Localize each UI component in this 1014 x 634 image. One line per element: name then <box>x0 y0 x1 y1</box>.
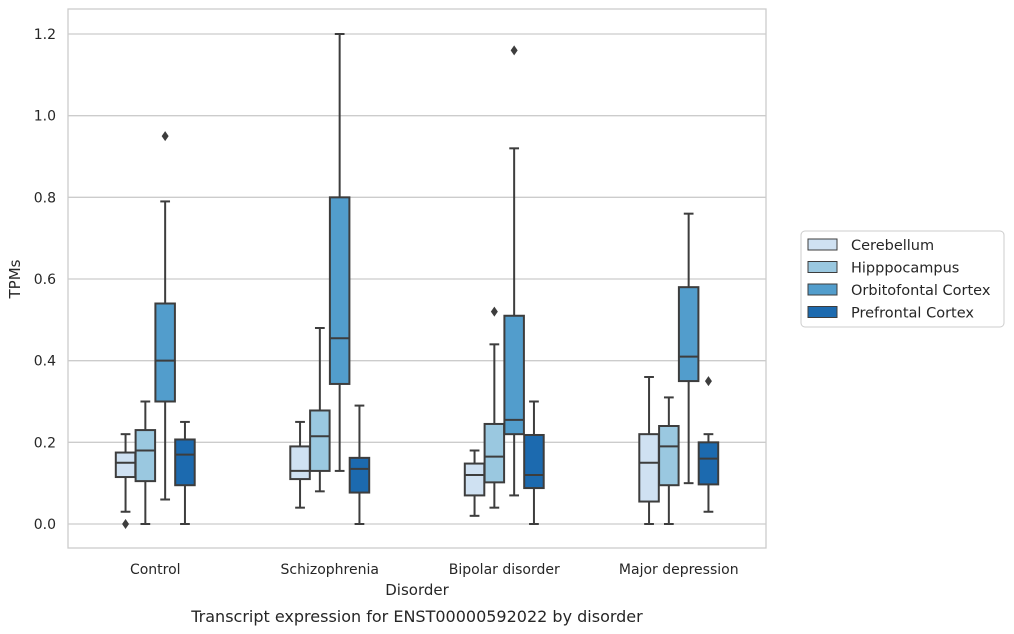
iqr-box <box>638 433 660 503</box>
iqr-box <box>677 286 700 383</box>
y-tick-label: 0.4 <box>34 354 56 370</box>
box-2-1 <box>483 306 506 509</box>
legend-item: Prefrontal Cortex <box>807 306 974 322</box>
box-0-0 <box>114 433 137 529</box>
x-axis-label: Disorder <box>385 581 449 599</box>
box-2-2 <box>503 45 525 497</box>
iqr-box <box>289 445 311 481</box>
outlier-point <box>122 519 130 529</box>
outlier-point <box>490 306 498 317</box>
legend-swatch <box>807 306 838 318</box>
iqr-box <box>114 451 137 479</box>
iqr-box <box>348 456 371 494</box>
box-0-2 <box>154 131 176 501</box>
legend-swatch <box>807 283 838 296</box>
box-1-2 <box>328 33 351 472</box>
x-tick-label: Bipolar disorder <box>449 562 560 578</box>
iqr-box <box>658 425 680 487</box>
x-tick-label: Control <box>130 562 181 578</box>
box-2-3 <box>523 400 545 525</box>
plot-area <box>114 33 720 529</box>
iqr-box <box>463 462 486 497</box>
box-1-3 <box>348 404 371 525</box>
iqr-box <box>174 438 196 487</box>
iqr-box <box>503 314 525 436</box>
legend: Cerebellum Hipppocampus Orbitofontal Corte… <box>800 230 1005 328</box>
y-axis-ticks: 0.0 0.2 0.4 0.6 0.8 1.0 1.2 <box>34 27 56 533</box>
box-0-1 <box>134 400 157 525</box>
x-tick-label: Schizophrenia <box>281 562 379 578</box>
legend-label: Hipppocampus <box>851 261 959 277</box>
legend-item: Orbitofontal Cortex <box>807 283 991 299</box>
iqr-box <box>523 433 545 490</box>
iqr-box <box>697 441 720 486</box>
legend-label: Prefrontal Cortex <box>851 306 974 322</box>
box-3-3 <box>697 376 720 513</box>
legend-swatch <box>807 261 838 273</box>
iqr-box <box>483 422 506 484</box>
y-tick-label: 0.6 <box>34 272 56 288</box>
outlier-point <box>510 45 518 56</box>
x-axis-ticks: Control Schizophrenia Bipolar disorder Majo… <box>130 562 739 578</box>
y-axis-label: TPMs <box>6 259 24 299</box>
iqr-box <box>154 302 176 403</box>
plot-frame <box>67 8 767 549</box>
outlier-point <box>704 376 712 387</box>
legend-swatch <box>807 238 838 251</box>
legend-item: Hipppocampus <box>807 261 959 277</box>
y-tick-label: 0.2 <box>34 435 56 451</box>
legend-label: Cerebellum <box>851 238 934 254</box>
legend-item: Cerebellum <box>807 238 934 254</box>
box-1-1 <box>309 327 331 493</box>
box-1-0 <box>289 420 311 509</box>
box-3-1 <box>658 396 680 525</box>
y-tick-label: 0.8 <box>34 190 56 206</box>
chart-caption: Transcript expression for ENST0000059202… <box>190 607 643 626</box>
y-tick-label: 0.0 <box>34 517 56 533</box>
y-tick-label: 1.2 <box>34 27 56 43</box>
iqr-box <box>328 196 351 385</box>
y-tick-label: 1.0 <box>34 109 56 125</box>
box-3-2 <box>677 212 700 485</box>
x-tick-label: Major depression <box>619 562 739 578</box>
box-2-0 <box>463 449 486 517</box>
box-0-3 <box>174 420 196 525</box>
iqr-box <box>134 429 157 483</box>
iqr-box <box>309 409 331 472</box>
box-3-0 <box>638 376 660 525</box>
legend-frame <box>800 230 1005 328</box>
legend-label: Orbitofontal Cortex <box>851 283 991 299</box>
outlier-point <box>161 131 169 142</box>
